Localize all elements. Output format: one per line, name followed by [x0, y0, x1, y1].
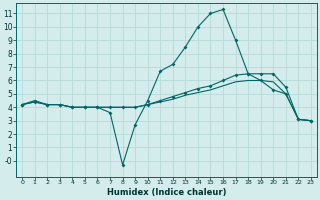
X-axis label: Humidex (Indice chaleur): Humidex (Indice chaleur): [107, 188, 226, 197]
